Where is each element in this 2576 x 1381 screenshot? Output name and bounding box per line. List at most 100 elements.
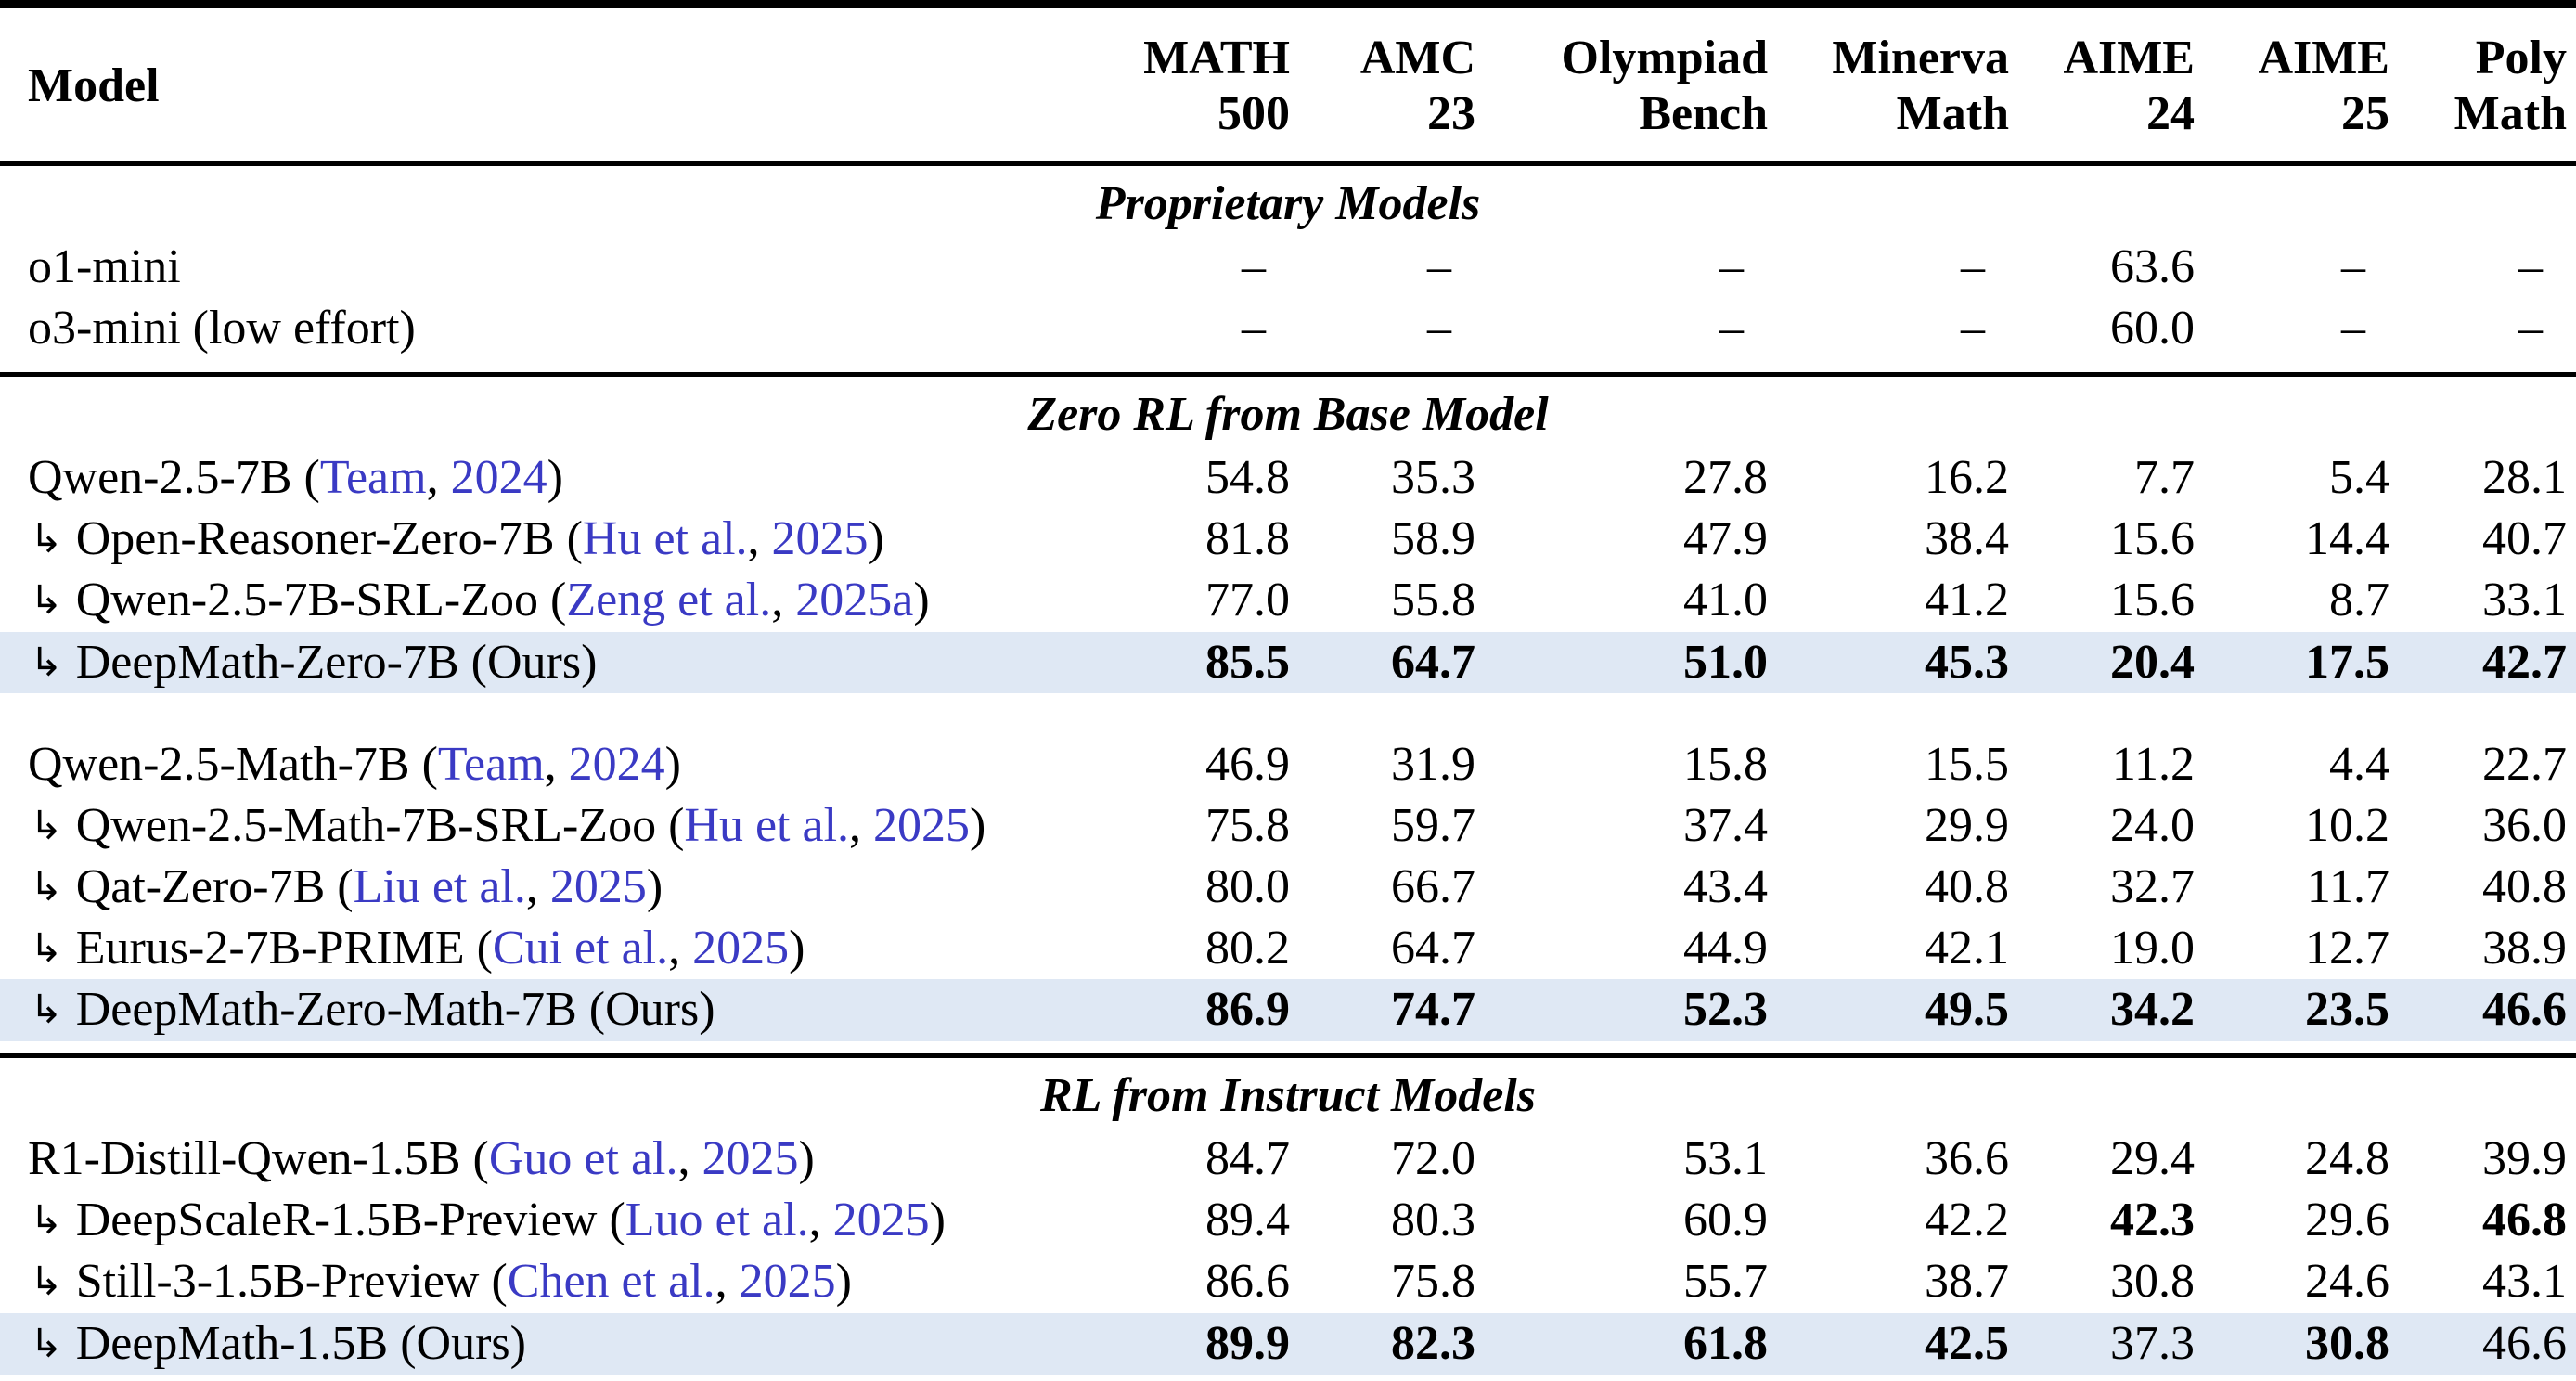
score-aime-25: 23.5 (2204, 979, 2399, 1041)
score-minerva-math: 49.5 (1777, 979, 2018, 1041)
section-title-row-proprietary-models: Proprietary Models (0, 163, 2576, 237)
score-aime-25: 14.4 (2305, 512, 2389, 566)
row-qwen-2-5-math-7b: Qwen-2.5-Math-7B (Team, 2024) 46.9 31.9 15.… (0, 734, 2576, 795)
score-aime-25: 8.7 (2329, 574, 2389, 627)
citation-link[interactable]: Chen et al. (507, 1255, 715, 1309)
score-olympiad-bench: 44.9 (1683, 922, 1768, 975)
score-poly-math: 39.9 (2482, 1132, 2567, 1186)
score-minerva-math: 29.9 (1925, 798, 2009, 852)
column-header-olympiad-bench: Olympiad Bench (1485, 4, 1777, 166)
model-name-cell: ↳ Qwen-2.5-7B-SRL-Zoo (Zeng et al., 2025a… (30, 574, 930, 627)
ours-label: (Ours) (400, 1316, 526, 1370)
score-aime-24: 42.3 (2110, 1194, 2195, 1247)
header-line-top: Poly (2475, 32, 2567, 84)
score-olympiad-bench: 53.1 (1683, 1132, 1768, 1186)
citation-link[interactable]: Team (319, 451, 427, 505)
score-minerva-math: 15.5 (1925, 737, 2009, 791)
score-aime-25: 30.8 (2204, 1312, 2399, 1375)
indent-arrow-icon: ↳ (30, 516, 63, 563)
citation-year-link[interactable]: 2025 (702, 1132, 799, 1186)
score-amc-23: 66.7 (1391, 860, 1475, 914)
score-aime-25: 24.8 (2305, 1132, 2389, 1186)
column-header-model: Model (0, 4, 1114, 166)
model-name-cell: ↳ DeepMath-Zero-7B (Ours) (0, 631, 1114, 693)
score-poly-math: 46.6 (2399, 1312, 2576, 1375)
score-aime-25: 4.4 (2329, 737, 2389, 791)
citation-year-link[interactable]: 2025a (795, 574, 914, 627)
model-name: Open-Reasoner-Zero-7B (75, 512, 555, 566)
citation-year-link[interactable]: 2025 (549, 860, 647, 914)
citation-link[interactable]: Zeng et al. (566, 574, 772, 627)
score-aime-25: 12.7 (2305, 922, 2389, 975)
score-aime-24: 7.7 (2134, 451, 2195, 505)
score-aime-24: 60.0 (2110, 302, 2195, 355)
score-amc-23: 55.8 (1391, 574, 1475, 627)
score-olympiad-bench: 43.4 (1683, 860, 1768, 914)
citation-link[interactable]: Luo et al. (625, 1194, 809, 1247)
score-minerva-math: 36.6 (1925, 1132, 2009, 1186)
score-poly-math: 46.6 (2399, 979, 2576, 1041)
indent-arrow-icon: ↳ (30, 1258, 63, 1306)
citation-year-link[interactable]: 2024 (450, 451, 547, 505)
citation-year-link[interactable]: 2025 (739, 1255, 836, 1309)
score-olympiad-bench: 51.0 (1485, 631, 1777, 693)
indent-arrow-icon: ↳ (30, 925, 63, 973)
group-spacer (0, 1375, 2576, 1381)
row-deepmath-zero-7b: ↳ DeepMath-Zero-7B (Ours) 85.5 64.7 51.0 45.3… (0, 631, 2576, 693)
row-deepmath-zero-math-7b: ↳ DeepMath-Zero-Math-7B (Ours) 86.9 74.7 52.… (0, 979, 2576, 1041)
section-title: Proprietary Models (1095, 176, 1481, 230)
model-name-cell: Qwen-2.5-Math-7B (Team, 2024) (28, 737, 681, 791)
score-aime-25: 10.2 (2305, 798, 2389, 852)
score-olympiad-bench: 52.3 (1485, 979, 1777, 1041)
header-line-top: AIME (2063, 32, 2195, 84)
model-name-cell: R1-Distill-Qwen-1.5B (Guo et al., 2025) (28, 1132, 815, 1186)
citation-link[interactable]: Hu et al. (582, 512, 748, 566)
score-amc-23: 72.0 (1391, 1132, 1475, 1186)
row-qwen-2-5-7b-srl-zoo: ↳ Qwen-2.5-7B-SRL-Zoo (Zeng et al., 2025a… (0, 570, 2576, 631)
rule-gap-cell (0, 360, 2576, 375)
section-title-row-zero-rl-from-base-model: Zero RL from Base Model (0, 371, 2576, 448)
citation-year-link[interactable]: 2025 (873, 798, 971, 852)
score-amc-23: 59.7 (1391, 798, 1475, 852)
score-aime-24: 32.7 (2110, 860, 2195, 914)
indent-arrow-icon: ↳ (30, 987, 63, 1034)
column-header-minerva-math: Minerva Math (1777, 4, 2018, 166)
column-header-aime-25: AIME 25 (2204, 4, 2399, 166)
score-amc-23: 64.7 (1391, 922, 1475, 975)
score-math-500: 85.5 (1114, 631, 1299, 693)
model-name-cell: ↳ Qat-Zero-7B (Liu et al., 2025) (30, 860, 663, 914)
header-line-top: Minerva (1832, 32, 2009, 84)
model-name: DeepMath-Zero-Math-7B (75, 983, 577, 1037)
score-olympiad-bench: 60.9 (1683, 1194, 1768, 1247)
citation-link[interactable]: Team (437, 737, 545, 791)
score-aime-25: – (2341, 240, 2365, 294)
citation-link[interactable]: Cui et al. (492, 922, 669, 975)
indent-arrow-icon: ↳ (30, 1320, 63, 1367)
row-qwen-2-5-7b: Qwen-2.5-7B (Team, 2024) 54.8 35.3 27.8 16.2… (0, 447, 2576, 509)
column-header-aime-24: AIME 24 (2018, 4, 2204, 166)
table-header: Model MATH 500 AMC 23 Olympiad Bench Minerva Mat… (0, 4, 2576, 166)
score-aime-24: 20.4 (2018, 631, 2204, 693)
score-amc-23: 31.9 (1391, 737, 1475, 791)
citation-link[interactable]: Hu et al. (684, 798, 850, 852)
model-name: Qwen-2.5-Math-7B-SRL-Zoo (75, 798, 657, 852)
score-poly-math: – (2518, 302, 2543, 355)
model-name: Qwen-2.5-7B (28, 451, 292, 505)
citation-link[interactable]: Liu et al. (353, 860, 526, 914)
score-olympiad-bench: 47.9 (1683, 512, 1768, 566)
header-line-bottom: Math (1896, 87, 2009, 141)
citation-year-link[interactable]: 2024 (568, 737, 665, 791)
citation-year-link[interactable]: 2025 (771, 512, 869, 566)
header-line-top: AIME (2258, 32, 2389, 84)
citation-link[interactable]: Guo et al. (488, 1132, 678, 1186)
score-math-500: 80.2 (1205, 922, 1290, 975)
score-aime-24: 19.0 (2110, 922, 2195, 975)
group-spacer-cell (0, 1375, 2576, 1381)
citation-year-link[interactable]: 2025 (692, 922, 790, 975)
model-name-cell: ↳ Eurus-2-7B-PRIME (Cui et al., 2025) (30, 922, 805, 975)
rule-gap (0, 360, 2576, 375)
score-aime-25: 5.4 (2329, 451, 2389, 505)
indent-arrow-icon: ↳ (30, 802, 63, 849)
citation-year-link[interactable]: 2025 (832, 1194, 930, 1247)
score-aime-24: 63.6 (2110, 240, 2195, 294)
